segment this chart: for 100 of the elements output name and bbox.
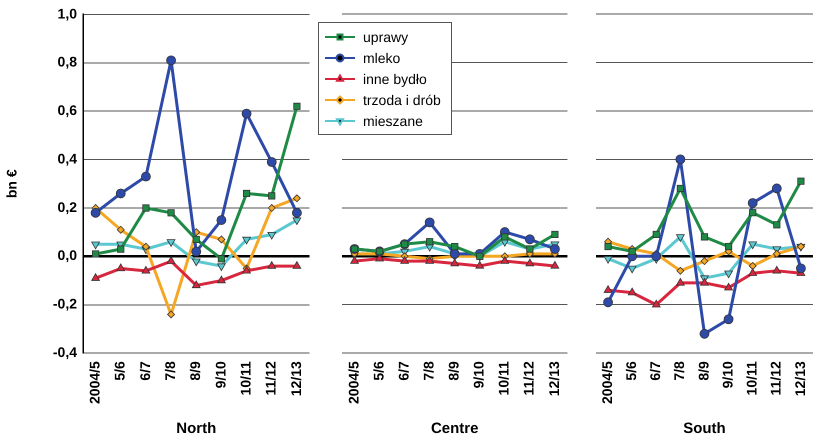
point xyxy=(166,55,176,66)
point xyxy=(652,300,661,308)
point xyxy=(749,209,756,216)
point xyxy=(192,258,201,266)
y-tick-label: 0,4 xyxy=(58,150,78,166)
point xyxy=(628,266,636,274)
point xyxy=(797,178,804,185)
legend-label: trzoda i drób xyxy=(363,92,441,108)
point xyxy=(772,266,782,274)
point xyxy=(192,236,200,244)
point xyxy=(217,276,226,284)
point xyxy=(166,256,176,264)
point xyxy=(117,246,124,253)
point xyxy=(450,248,460,259)
x-tick-label: 2004/5 xyxy=(345,360,362,404)
point xyxy=(266,157,277,167)
point xyxy=(475,261,484,269)
point xyxy=(191,246,202,256)
point xyxy=(772,184,782,194)
point xyxy=(292,261,302,269)
x-tick-label: 6/7 xyxy=(647,360,664,381)
point xyxy=(725,243,732,250)
point xyxy=(426,238,434,246)
x-tick-label: 12/13 xyxy=(792,360,808,396)
x-tick-label: 2004/5 xyxy=(86,360,102,404)
point xyxy=(142,242,150,251)
point xyxy=(748,242,757,250)
point xyxy=(116,264,126,272)
x-tick-label: 10/11 xyxy=(744,360,760,396)
point xyxy=(242,108,252,119)
x-tick-label: 11/12 xyxy=(262,360,279,396)
point xyxy=(167,209,175,216)
x-tick-label: 7/8 xyxy=(162,360,178,381)
point xyxy=(676,184,684,192)
point xyxy=(292,217,302,225)
point xyxy=(267,261,276,269)
y-tick-label: 0,8 xyxy=(58,54,78,70)
x-tick-label: 5/6 xyxy=(623,360,640,381)
point xyxy=(268,204,276,212)
x-tick-label: 9/10 xyxy=(470,360,487,388)
point xyxy=(724,270,733,278)
point xyxy=(700,328,710,339)
point xyxy=(451,243,458,250)
x-tick-label: 5/6 xyxy=(370,360,386,381)
x-tick-label: 6/7 xyxy=(136,360,153,381)
x-tick-label: 10/11 xyxy=(496,360,512,396)
point xyxy=(450,258,460,266)
y-tick-label: 0,2 xyxy=(58,198,78,215)
point xyxy=(748,262,757,270)
point xyxy=(628,248,636,256)
x-tick-label: 8/9 xyxy=(695,360,712,381)
x-tick-label: 2004/5 xyxy=(598,360,615,404)
x-tick-label: 10/11 xyxy=(237,360,254,396)
point xyxy=(526,258,534,266)
point xyxy=(652,230,660,238)
point xyxy=(293,194,301,202)
point xyxy=(603,297,613,308)
legend-label: mleko xyxy=(363,50,400,66)
x-axis-title: Centre xyxy=(430,420,478,438)
point xyxy=(142,266,150,274)
point xyxy=(350,256,359,264)
x-tick-label: 11/12 xyxy=(768,360,784,396)
point xyxy=(400,256,409,264)
point xyxy=(796,263,806,274)
x-tick-label: 11/12 xyxy=(520,360,537,396)
point xyxy=(424,217,435,228)
x-tick-label: 8/9 xyxy=(446,360,462,381)
x-tick-label: 12/13 xyxy=(546,360,562,396)
point xyxy=(700,233,708,240)
legend-label: mieszane xyxy=(363,112,423,128)
point xyxy=(292,208,302,218)
point xyxy=(604,243,612,250)
point xyxy=(550,261,560,269)
point xyxy=(141,172,151,182)
y-tick-label: -0,2 xyxy=(52,296,78,312)
x-tick-label: 8/9 xyxy=(187,360,204,381)
point xyxy=(268,192,276,200)
point xyxy=(676,234,685,242)
point xyxy=(724,282,733,290)
point xyxy=(551,230,558,238)
point xyxy=(550,244,560,254)
x-axis-title: South xyxy=(683,420,726,438)
point xyxy=(724,314,734,324)
point xyxy=(676,266,684,275)
point xyxy=(242,236,251,244)
x-tick-label: 6/7 xyxy=(395,360,412,381)
point xyxy=(675,154,686,164)
x-tick-label: 5/6 xyxy=(112,360,128,381)
point xyxy=(92,250,100,258)
x-tick-label: 12/13 xyxy=(288,360,304,396)
point xyxy=(500,256,510,264)
point xyxy=(773,221,780,228)
y-tick-label: 0,6 xyxy=(58,102,78,118)
point xyxy=(218,236,226,244)
y-axis-title: bn € xyxy=(3,169,20,198)
point xyxy=(748,268,757,276)
point xyxy=(192,280,201,288)
y-tick-label: 0,0 xyxy=(58,247,78,264)
x-tick-label: 9/10 xyxy=(212,360,228,388)
point xyxy=(91,273,100,281)
